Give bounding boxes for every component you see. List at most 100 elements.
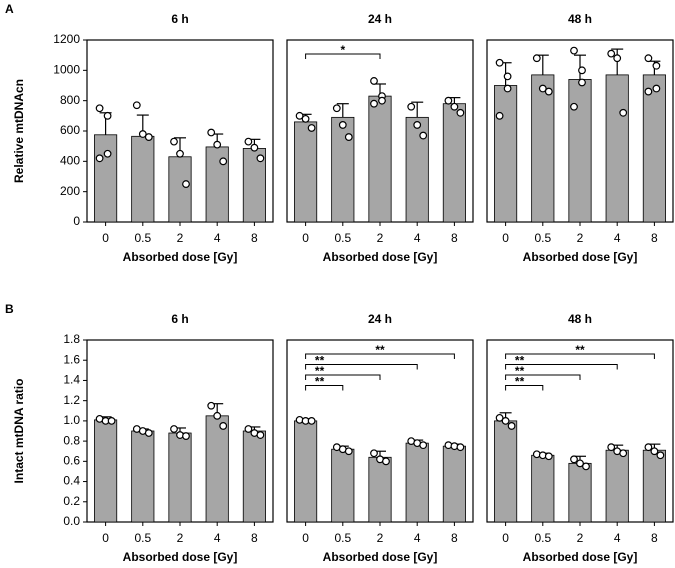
bar	[331, 448, 355, 523]
x-tick-label: 2	[577, 231, 584, 245]
data-point	[450, 102, 459, 111]
data-point	[607, 443, 616, 452]
x-tick-label: 8	[651, 231, 658, 245]
data-point	[244, 425, 253, 433]
data-point	[295, 111, 304, 120]
y-tick-label: 0.2	[63, 494, 80, 508]
data-point	[207, 401, 216, 410]
data-point	[644, 54, 653, 63]
data-point	[307, 416, 316, 425]
significance-label: **	[315, 375, 325, 389]
bar	[405, 116, 429, 223]
bar	[131, 430, 155, 523]
data-point	[652, 61, 661, 70]
data-point	[656, 451, 665, 460]
panel-title: 6 h	[171, 12, 188, 26]
panel-title: 6 h	[171, 312, 188, 326]
x-tick-label: 4	[214, 531, 221, 545]
y-axis-label: Intact mtDNA ratio	[12, 379, 26, 484]
bar	[442, 445, 466, 523]
data-point	[507, 422, 516, 430]
x-tick-label: 8	[451, 531, 458, 545]
data-point	[344, 133, 353, 141]
significance-bracket	[505, 385, 544, 391]
bar	[642, 74, 666, 223]
bar	[531, 74, 555, 223]
bar	[168, 156, 192, 223]
x-tick-label: 4	[214, 231, 221, 245]
bar	[94, 419, 118, 523]
significance-label: **	[315, 364, 325, 378]
x-tick-label: 0	[302, 531, 309, 545]
data-point	[332, 104, 341, 113]
data-point	[207, 128, 216, 137]
bar	[568, 79, 592, 223]
data-point	[619, 449, 628, 458]
x-axis-label: Absorbed dose [Gy]	[123, 550, 238, 564]
x-axis-label: Absorbed dose [Gy]	[323, 550, 438, 564]
data-point	[544, 452, 553, 461]
data-point	[495, 111, 504, 120]
data-point	[613, 54, 622, 63]
data-point	[103, 111, 112, 120]
bar	[405, 442, 429, 523]
data-point	[344, 447, 353, 456]
x-tick-label: 0.5	[334, 231, 351, 245]
data-point	[456, 108, 465, 117]
panel-title: 24 h	[368, 312, 392, 326]
significance-bracket	[305, 364, 418, 370]
data-point	[503, 72, 512, 81]
data-point	[544, 87, 553, 96]
data-point	[213, 140, 222, 149]
significance-label: **	[315, 354, 325, 368]
data-point	[182, 432, 190, 440]
significance-bracket	[305, 353, 455, 359]
bar	[168, 432, 192, 523]
x-tick-label: 4	[414, 531, 421, 545]
bar	[442, 103, 466, 223]
y-tick-label: 1.2	[63, 393, 80, 407]
panel-title: 48 h	[568, 12, 592, 26]
x-tick-label: 0.5	[534, 231, 551, 245]
data-point	[570, 46, 578, 55]
data-point	[176, 149, 184, 158]
data-point	[256, 154, 265, 163]
data-point	[419, 131, 428, 140]
y-tick-label: 0.6	[63, 454, 80, 468]
y-tick-label: 600	[60, 123, 80, 137]
bar	[568, 462, 592, 523]
data-point	[576, 459, 584, 468]
x-tick-label: 2	[577, 531, 584, 545]
x-axis-label: Absorbed dose [Gy]	[523, 550, 638, 564]
data-point	[103, 149, 112, 158]
x-tick-label: 4	[614, 231, 621, 245]
x-tick-label: 0.5	[534, 531, 551, 545]
data-point	[250, 143, 259, 152]
x-tick-label: 0.5	[334, 531, 351, 545]
data-point	[338, 121, 347, 129]
x-axis-label: Absorbed dose [Gy]	[523, 250, 638, 264]
data-point	[644, 87, 653, 96]
y-tick-label: 0	[73, 214, 80, 228]
panel-label: A	[5, 2, 14, 16]
x-tick-label: 2	[177, 231, 184, 245]
x-axis-label: Absorbed dose [Gy]	[123, 250, 238, 264]
significance-label: **	[575, 343, 585, 357]
data-point	[144, 133, 153, 141]
x-tick-label: 4	[414, 231, 421, 245]
x-axis-label: Absorbed dose [Gy]	[323, 250, 438, 264]
y-tick-label: 0.8	[63, 433, 80, 447]
data-point	[578, 78, 586, 87]
significance-bracket	[305, 385, 344, 391]
x-tick-label: 0	[102, 531, 109, 545]
data-point	[413, 121, 422, 129]
x-tick-label: 0	[502, 531, 509, 545]
x-tick-label: 0	[502, 231, 509, 245]
x-tick-label: 4	[614, 531, 621, 545]
bar	[531, 454, 555, 523]
data-point	[370, 449, 378, 458]
bar	[131, 135, 155, 223]
data-point	[213, 411, 222, 420]
y-tick-label: 1200	[53, 32, 80, 46]
